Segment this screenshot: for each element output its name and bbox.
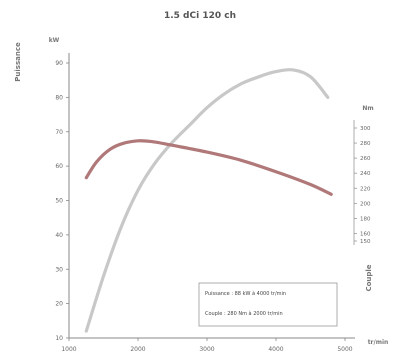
x-tick-label: 4000: [268, 346, 283, 353]
right-tick-label: 300: [360, 126, 371, 132]
left-tick-label: 90: [55, 60, 63, 67]
right-tick-label: 280: [360, 141, 371, 147]
legend-entry-power: Puissance : 88 kW à 4000 tr/min: [205, 290, 286, 297]
left-tick-label: 30: [55, 266, 63, 273]
right-tick-label: 180: [360, 216, 371, 222]
left-axis-label: Puissance: [14, 42, 22, 82]
left-tick-label: 10: [55, 335, 63, 342]
axes: [68, 53, 355, 339]
series-layer: [84, 68, 333, 333]
left-axis-ticks: 10 20 30 40 50 60 70 80 90: [55, 60, 69, 342]
right-axis-label: Couple: [365, 264, 373, 291]
left-axis-unit: kW: [49, 37, 60, 44]
torque-curve: [84, 139, 333, 196]
left-tick-label: 50: [55, 198, 63, 205]
right-tick-label: 160: [360, 231, 371, 237]
x-axis-ticks: 1000 2000 3000 4000 5000: [61, 338, 353, 353]
left-tick-label: 80: [55, 94, 63, 101]
right-tick-label: 200: [360, 201, 371, 207]
left-tick-label: 60: [55, 163, 63, 170]
x-tick-label: 2000: [130, 346, 145, 353]
x-tick-label: 3000: [199, 346, 214, 353]
power-curve: [84, 68, 330, 333]
right-tick-label: 260: [360, 156, 371, 162]
right-tick-label: 240: [360, 171, 371, 177]
left-tick-label: 20: [55, 301, 63, 308]
legend-entry-torque: Couple : 280 Nm à 2000 tr/min: [205, 310, 283, 317]
left-tick-label: 40: [55, 232, 63, 239]
left-tick-label: 70: [55, 129, 63, 136]
x-tick-label: 5000: [337, 346, 352, 353]
right-axis-ticks: 150 160 180 200 220 240 260 280 300: [354, 126, 371, 245]
x-axis-label: tr/min: [368, 339, 389, 346]
right-axis-unit: Nm: [362, 105, 373, 112]
x-tick-label: 1000: [61, 346, 76, 353]
chart-title: 1.5 dCi 120 ch: [164, 11, 236, 21]
right-tick-label: 220: [360, 186, 371, 192]
legend-box: [198, 282, 338, 327]
right-tick-label: 150: [360, 239, 371, 245]
legend: Puissance : 88 kW à 4000 tr/min Couple :…: [198, 282, 338, 327]
